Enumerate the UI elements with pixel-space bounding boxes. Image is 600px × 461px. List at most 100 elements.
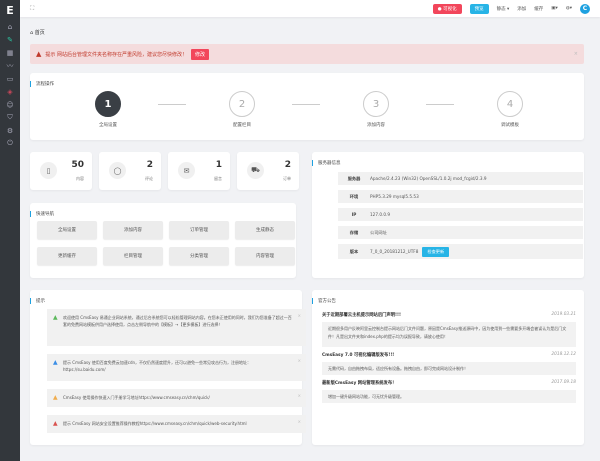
step-divider <box>426 104 454 105</box>
news-heading[interactable]: CmsEasy 7.0 可视化编辑版发布!!! 2018.12.12 <box>322 352 576 358</box>
tip-item: ▲ 提示 CmsEasy 网站安全设置推荐操作教程https://www.cmse… <box>47 415 306 433</box>
warning-icon: ▲ <box>53 359 58 366</box>
close-icon[interactable]: × <box>297 419 301 424</box>
step-label: 调试模板 <box>501 123 519 128</box>
security-alert: ▲ 提示 网站后台管理文件夹名称存在严重风险，建议您尽快修改！ 修改 × <box>30 44 584 64</box>
grid-icon[interactable]: ▦ <box>6 48 14 57</box>
comment-icon: ◯ <box>109 162 126 179</box>
close-icon[interactable]: × <box>297 313 301 318</box>
close-icon[interactable]: × <box>297 358 301 363</box>
step-3[interactable]: 3 添加内容 <box>351 91 401 128</box>
warning-icon: ▲ <box>36 50 42 58</box>
news-title: 官方公告 <box>312 298 336 304</box>
quicknav-orders[interactable]: 订单管理 <box>169 221 229 239</box>
tip-text: CmsEasy 使用操作快速入门手册学习地址https://www.cmseas… <box>63 395 210 400</box>
edit-icon[interactable]: ✎ <box>7 35 13 44</box>
step-number: 4 <box>497 91 523 117</box>
tips-title: 提示 <box>30 298 45 304</box>
users-icon[interactable]: ☺ <box>6 100 14 109</box>
stat-orders[interactable]: ⛟ 2 订单 <box>237 152 299 190</box>
stat-comments[interactable]: ◯ 2 评论 <box>99 152 161 190</box>
visual-edit-button[interactable]: ● 可视化 <box>432 3 462 14</box>
breadcrumb: ⌂ 首页 <box>30 29 45 36</box>
news-date: 2018.12.12 <box>551 352 576 357</box>
stat-content[interactable]: ▯ 50 内容 <box>30 152 92 190</box>
news-heading[interactable]: 关于近期部署云主机提示网站后门声明!!! 2019.03.21 <box>322 312 576 318</box>
static-menu[interactable]: 静态 ▾ <box>496 6 510 12</box>
server-row: 版本 7_0_0_20181212_UTF8 检查更新 <box>338 244 583 259</box>
step-4[interactable]: 4 调试模板 <box>485 91 535 128</box>
step-label: 全局设置 <box>99 123 117 128</box>
step-2[interactable]: 2 配置栏目 <box>217 91 267 128</box>
row-value: PHP5.3.29 mysql5.5.53 <box>370 194 419 199</box>
news-title-text: CmsEasy 7.0 可视化编辑版发布!!! <box>322 353 395 358</box>
row-value: 公司网址 <box>370 229 387 235</box>
gear-icon[interactable]: ⚙ <box>6 126 14 135</box>
warning-icon: ▲ <box>53 314 58 321</box>
flow-title: 流程操作 <box>30 81 54 87</box>
stat-label: 内容 <box>76 176 84 181</box>
stat-label: 订单 <box>283 176 291 181</box>
row-value: Apache/2.4.23 (Win32) OpenSSL/1.0.2j mod… <box>370 176 487 181</box>
sidebar: E ⌂ ✎ ▦ 〰 ▭ ◈ ☺ ⛉ ⚙ ⏻ <box>0 0 20 461</box>
fix-button[interactable]: 修改 <box>190 48 209 60</box>
tag-icon[interactable]: ◈ <box>7 87 13 96</box>
news-body: 近期很多用户反映阿里云控制台提示网站后门文件问题，原因是CmsEasy推送源码中… <box>322 322 576 347</box>
news-heading[interactable]: 最新版CmsEasy 网站管理系统发布！ 2017.09.18 <box>322 380 576 386</box>
monitor-icon[interactable]: ▭ <box>6 74 14 83</box>
server-row: IP 127.0.0.9 <box>338 208 583 221</box>
step-1[interactable]: 1 全局设置 <box>83 91 133 128</box>
server-card: 服务器信息 服务器 Apache/2.4.23 (Win32) OpenSSL/1… <box>312 152 584 278</box>
row-key: IP <box>351 212 357 217</box>
layout-icon[interactable]: ▣▾ <box>551 6 558 11</box>
stat-label: 评论 <box>145 176 153 181</box>
row-key: 服务器 <box>347 175 361 181</box>
chart-icon[interactable]: 〰 <box>6 61 14 70</box>
news-card: 官方公告 关于近期部署云主机提示网站后门声明!!! 2019.03.21 近期很多… <box>312 290 584 445</box>
preview-button[interactable]: 预览 <box>469 3 489 14</box>
avatar[interactable]: C <box>580 3 590 14</box>
language-icon[interactable]: ◍▾ <box>565 6 572 11</box>
quicknav-columns[interactable]: 栏目管理 <box>103 247 163 265</box>
step-label: 添加内容 <box>367 123 385 128</box>
quicknav-title: 快速导航 <box>30 211 54 217</box>
server-title: 服务器信息 <box>312 160 341 166</box>
step-number: 2 <box>229 91 255 117</box>
file-icon: ▯ <box>40 162 57 179</box>
shield-icon[interactable]: ⛉ <box>7 113 13 121</box>
step-number: 1 <box>95 91 121 117</box>
step-divider <box>292 104 320 105</box>
close-icon[interactable]: × <box>297 393 301 398</box>
quicknav-update-cache[interactable]: 更新缓存 <box>37 247 97 265</box>
stat-value: 1 <box>215 160 222 170</box>
news-date: 2019.03.21 <box>551 312 576 317</box>
check-update-button[interactable]: 检查更新 <box>422 246 450 257</box>
row-key: 环境 <box>349 193 359 199</box>
step-divider <box>158 104 186 105</box>
tip-text: 欢迎使用 CmsEasy 易通企业网站系统，通过后台系统您可以轻松管理网站内容。… <box>63 315 292 327</box>
step-label: 配置栏目 <box>233 123 251 128</box>
news-body: 增加一键升级网站功能，可无忧升级管理。 <box>322 390 576 403</box>
quicknav-global-settings[interactable]: 全局设置 <box>37 221 97 239</box>
news-title-text: 最新版CmsEasy 网站管理系统发布！ <box>322 381 397 386</box>
quicknav-categories[interactable]: 分类管理 <box>169 247 229 265</box>
logo: E <box>6 3 14 17</box>
cache-menu[interactable]: 缓存 <box>534 6 544 12</box>
row-key: 存储 <box>349 229 359 235</box>
tip-item: ▲ 欢迎使用 CmsEasy 易通企业网站系统，通过后台系统您可以轻松管理网站内容… <box>47 309 306 346</box>
stat-value: 2 <box>146 160 153 170</box>
close-icon[interactable]: × <box>573 51 578 57</box>
power-icon[interactable]: ⏻ <box>7 139 13 147</box>
row-key: 版本 <box>349 248 359 254</box>
quicknav-generate-static[interactable]: 生成静态 <box>235 221 295 239</box>
quicknav-content[interactable]: 内容管理 <box>235 247 295 265</box>
home-icon[interactable]: ⌂ <box>7 22 13 31</box>
server-row: 环境 PHP5.3.29 mysql5.5.53 <box>338 190 583 203</box>
add-menu[interactable]: 添加 <box>517 6 527 12</box>
stat-messages[interactable]: ✉ 1 留言 <box>168 152 230 190</box>
quicknav-add-content[interactable]: 添加内容 <box>103 221 163 239</box>
step-number: 3 <box>363 91 389 117</box>
fullscreen-icon[interactable]: ⛶ <box>30 4 35 12</box>
breadcrumb-home[interactable]: 首页 <box>34 30 45 36</box>
alert-text: 提示 网站后台管理文件夹名称存在严重风险，建议您尽快修改！ <box>45 51 187 58</box>
